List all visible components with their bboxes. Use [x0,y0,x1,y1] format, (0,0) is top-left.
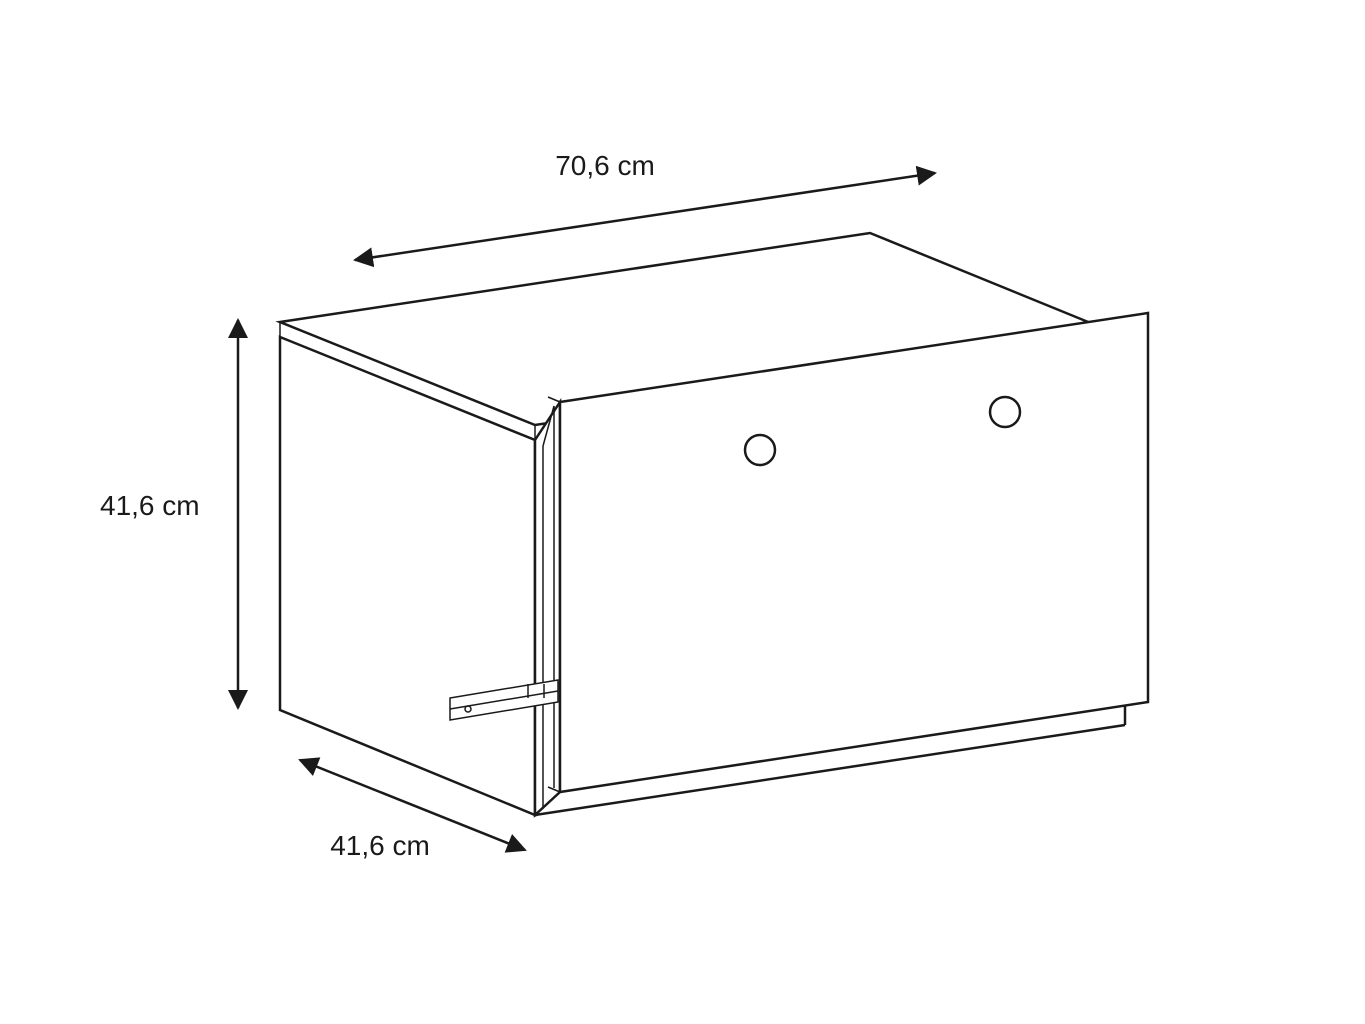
cabinet-front-sliver [535,402,560,815]
drawer-knob-left [745,435,775,465]
dimension-label-width: 70,6 cm [555,150,655,181]
drawer-knob-right [990,397,1020,427]
dimension-label-height: 41,6 cm [100,490,200,521]
furniture-dimension-diagram: 70,6 cm 41,6 cm 41,6 cm [0,0,1365,1024]
dimension-label-depth: 41,6 cm [330,830,430,861]
